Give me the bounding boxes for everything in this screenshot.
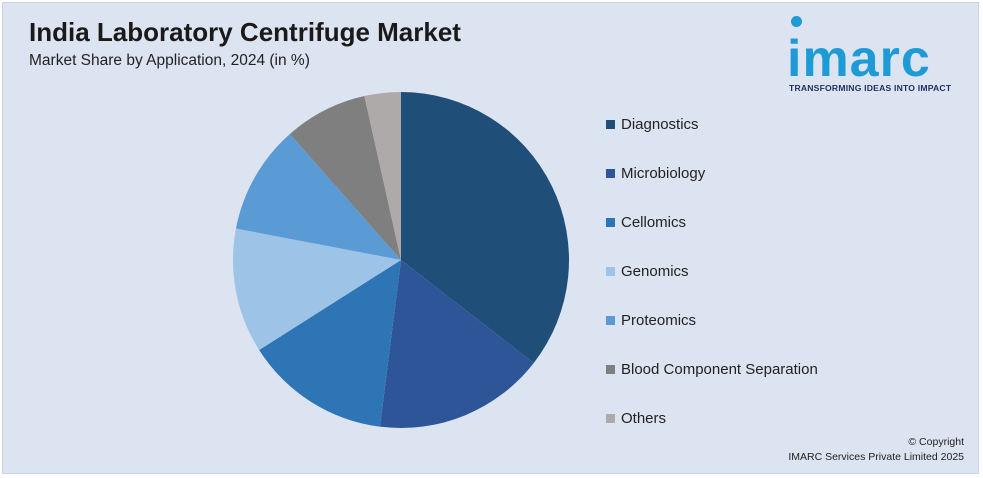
legend-item-cellomics: Cellomics [606, 211, 686, 233]
legend-item-genomics: Genomics [606, 260, 689, 282]
pie-slice-cellomics [259, 260, 401, 427]
pie-chart [233, 92, 570, 429]
legend-swatch [606, 364, 615, 374]
chart-subtitle: Market Share by Application, 2024 (in %) [29, 52, 310, 69]
legend-label: Cellomics [621, 213, 687, 231]
company-line: IMARC Services Private Limited 2025 [788, 451, 964, 463]
logo-wordmark: imarc [787, 30, 931, 88]
legend-label: Proteomics [621, 311, 697, 329]
legend-label: Others [621, 409, 667, 427]
legend-item-diagnostics: Diagnostics [606, 113, 699, 135]
legend-swatch [606, 119, 615, 129]
copyright-line: © Copyright [908, 436, 964, 448]
logo-tagline: TRANSFORMING IDEAS INTO IMPACT [789, 83, 952, 93]
logo-dot-icon [791, 16, 802, 27]
legend-label: Diagnostics [621, 115, 699, 133]
legend-swatch [606, 413, 615, 423]
legend-swatch [606, 266, 615, 276]
legend-item-microbiology: Microbiology [606, 162, 705, 184]
legend-label: Blood Component Separation [621, 360, 818, 378]
imarc-logo: imarc TRANSFORMING IDEAS INTO IMPACT [787, 9, 979, 101]
pie-slice-blood-component-separation [289, 96, 401, 260]
copyright-footer: © Copyright IMARC Services Private Limit… [788, 435, 964, 465]
legend-item-blood-component-separation: Blood Component Separation [606, 358, 818, 380]
pie-slice-genomics [233, 228, 401, 351]
chart-title: India Laboratory Centrifuge Market [29, 17, 461, 47]
legend-swatch [606, 217, 615, 227]
legend-label: Genomics [621, 262, 689, 280]
legend-item-others: Others [606, 407, 666, 429]
pie-slice-others [364, 92, 401, 260]
legend-swatch [606, 315, 615, 325]
pie-slice-proteomics [235, 133, 401, 260]
legend-item-proteomics: Proteomics [606, 309, 696, 331]
pie-slice-diagnostics [401, 92, 570, 363]
legend-swatch [606, 168, 615, 178]
legend-label: Microbiology [621, 164, 706, 182]
pie-slice-microbiology [379, 260, 534, 429]
